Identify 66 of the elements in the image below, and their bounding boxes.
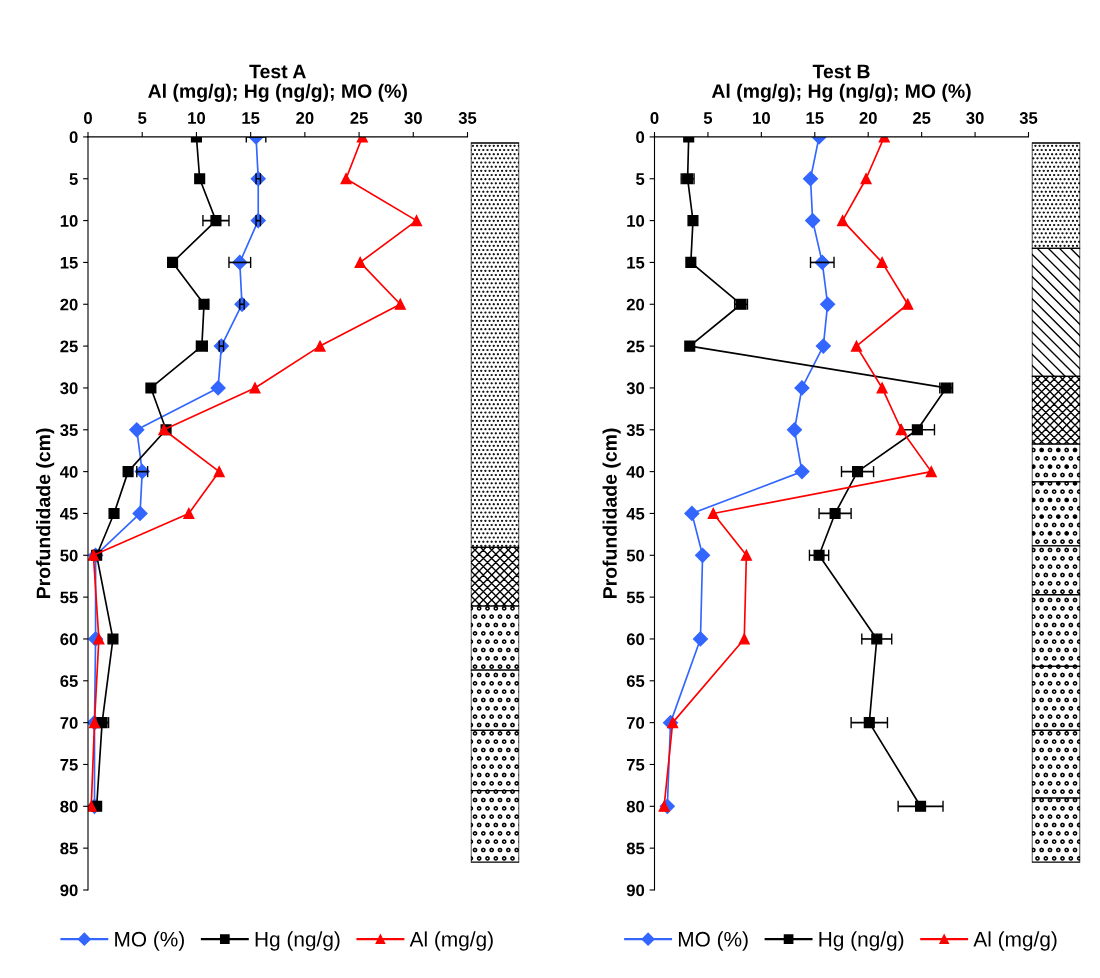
y-tick-label: 0 — [69, 131, 78, 144]
x-tick-label: 30 — [966, 112, 984, 124]
x-tick-label: 30 — [404, 112, 422, 124]
x-axis-title: Al (mg/g); Hg (ng/g); MO (%) — [148, 83, 407, 102]
y-tick-label: 75 — [626, 759, 645, 771]
legend-label: MO (%) — [678, 931, 748, 951]
y-tick-label: 90 — [60, 884, 78, 897]
y-tick-label: 30 — [626, 382, 645, 395]
x-tick-label: 20 — [296, 112, 314, 124]
x-axis-title: Al (mg/g); Hg (ng/g); MO (%) — [711, 83, 971, 102]
x-tick-label: 0 — [84, 112, 92, 124]
x-tick-label: 0 — [650, 112, 659, 124]
y-tick-label: 15 — [60, 257, 78, 269]
y-tick-label: 90 — [626, 884, 645, 897]
y-tick-label: 55 — [626, 591, 645, 604]
y-tick-label: 5 — [636, 173, 645, 185]
y-tick-label: 30 — [60, 382, 78, 395]
legend-label: Hg (ng/g) — [255, 931, 340, 951]
y-tick-label: 80 — [60, 800, 78, 813]
y-tick-label: 25 — [626, 340, 645, 353]
y-tick-label: 40 — [626, 466, 645, 478]
legend-label: Al (mg/g) — [973, 931, 1057, 951]
y-tick-label: 10 — [627, 214, 645, 227]
y-tick-label: 5 — [69, 173, 78, 185]
y-tick-label: 15 — [627, 257, 645, 269]
y-tick-label: 35 — [60, 424, 78, 436]
legend-label: Hg (ng/g) — [819, 931, 904, 951]
chart-title: Test B — [812, 64, 870, 79]
y-tick-label: 35 — [626, 424, 645, 436]
y-tick-label: 50 — [626, 549, 645, 562]
y-tick-label: 60 — [626, 633, 645, 646]
x-tick-label: 10 — [753, 112, 770, 124]
y-tick-label: 20 — [626, 298, 645, 311]
x-tick-label: 15 — [242, 112, 260, 124]
y-tick-label: 55 — [60, 591, 78, 604]
y-tick-label: 40 — [59, 466, 78, 478]
y-axis-title: Profundidade (cm) — [36, 428, 55, 599]
y-tick-label: 70 — [626, 717, 645, 729]
y-tick-label: 45 — [59, 508, 78, 520]
y-tick-label: 85 — [626, 842, 645, 855]
x-tick-label: 25 — [912, 112, 931, 124]
x-tick-label: 35 — [458, 112, 477, 124]
y-tick-label: 25 — [60, 340, 78, 353]
y-axis-title: Profundidade (cm) — [602, 428, 621, 599]
x-tick-label: 25 — [350, 112, 368, 124]
y-tick-label: 20 — [60, 298, 78, 311]
x-tick-label: 15 — [806, 112, 824, 124]
legend-label: Al (mg/g) — [409, 931, 493, 951]
y-tick-label: 10 — [60, 214, 78, 227]
y-tick-label: 0 — [636, 131, 645, 144]
y-tick-label: 70 — [60, 717, 78, 729]
y-tick-label: 65 — [626, 675, 645, 687]
y-tick-label: 60 — [60, 633, 78, 646]
x-tick-label: 35 — [1019, 112, 1038, 124]
legend-label: MO (%) — [115, 931, 184, 951]
chart-title: Test A — [249, 64, 306, 79]
x-tick-label: 20 — [859, 112, 877, 124]
y-tick-label: 85 — [60, 842, 78, 855]
y-tick-label: 65 — [60, 675, 78, 687]
y-tick-label: 75 — [60, 759, 78, 771]
x-tick-label: 5 — [138, 112, 147, 124]
y-tick-label: 45 — [626, 508, 645, 520]
x-tick-label: 5 — [703, 112, 713, 124]
y-tick-label: 80 — [626, 800, 645, 813]
x-tick-label: 10 — [188, 112, 206, 124]
y-tick-label: 50 — [60, 549, 78, 562]
